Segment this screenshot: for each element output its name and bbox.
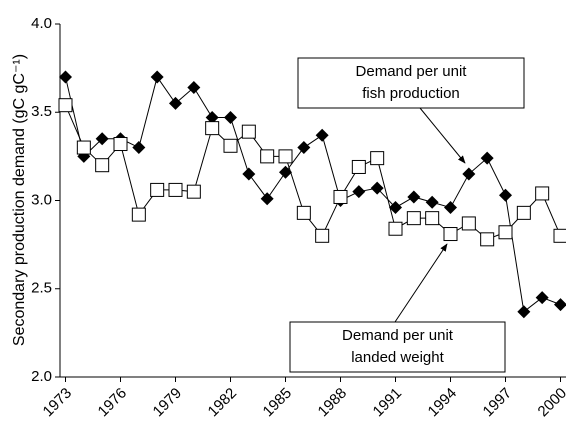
diamond-marker <box>499 188 512 202</box>
diamond-marker <box>169 96 182 110</box>
y-tick-label: 3.0 <box>31 191 52 208</box>
diamond-marker <box>59 70 72 84</box>
square-marker <box>535 186 550 201</box>
x-tick-label: 1994 <box>425 385 461 421</box>
diamond-marker <box>517 305 531 319</box>
annotation-arrow <box>419 107 466 164</box>
square-marker <box>168 182 183 197</box>
diamond-marker <box>187 81 201 95</box>
annotation-text: landed weight <box>351 349 444 366</box>
diamond-marker <box>462 167 476 181</box>
square-marker <box>223 138 238 153</box>
diamond-marker <box>297 141 311 155</box>
square-marker <box>76 140 91 155</box>
annotation-box <box>289 321 506 373</box>
square-marker <box>443 227 458 242</box>
y-axis-label: Secondary production demand (gC gC⁻¹) <box>11 54 28 346</box>
square-marker <box>553 228 566 243</box>
diamond-marker <box>132 141 146 155</box>
x-tick-label: 1985 <box>260 385 296 421</box>
square-marker <box>205 121 220 136</box>
x-tick-label: 1973 <box>40 385 76 421</box>
diamond-marker <box>444 201 457 215</box>
diamond-marker <box>260 192 274 206</box>
diamond-marker <box>425 195 439 209</box>
diamond-marker <box>205 111 219 125</box>
x-tick-label: 1976 <box>95 385 131 421</box>
series-line <box>65 75 561 313</box>
square-marker <box>186 184 201 199</box>
diamond-marker <box>389 201 402 215</box>
x-tick-label: 1991 <box>370 385 406 421</box>
y-tick-label: 2.0 <box>31 368 52 385</box>
square-marker <box>388 221 403 236</box>
square-marker <box>95 158 110 173</box>
square-marker <box>150 182 165 197</box>
y-tick-label: 4.0 <box>31 15 52 32</box>
square-marker <box>498 225 513 240</box>
x-tick-label: 2000 <box>535 385 566 421</box>
series-line <box>65 104 561 240</box>
diamond-marker <box>224 111 237 125</box>
square-marker <box>406 211 421 226</box>
square-marker <box>278 149 293 164</box>
diamond-marker <box>370 181 384 195</box>
square-marker <box>296 205 311 220</box>
x-tick-label: 1979 <box>150 385 186 421</box>
square-marker <box>315 228 330 243</box>
annotation-arrow <box>394 243 448 323</box>
square-marker <box>425 211 440 226</box>
diamond-marker <box>242 167 256 181</box>
square-marker <box>113 137 128 152</box>
annotation-text: fish production <box>362 85 460 102</box>
square-marker <box>516 205 531 220</box>
square-marker <box>241 124 256 139</box>
x-tick-label: 1982 <box>205 385 241 421</box>
square-marker <box>131 207 146 222</box>
diamond-marker <box>279 165 292 179</box>
diamond-marker <box>315 128 329 142</box>
square-marker <box>480 232 495 247</box>
square-marker <box>461 216 476 231</box>
annotation-text: Demand per unit <box>342 327 454 344</box>
y-tick-label: 3.5 <box>31 103 52 120</box>
diamond-marker <box>554 298 566 312</box>
square-marker <box>58 98 73 113</box>
diamond-marker <box>535 291 549 305</box>
diamond-marker <box>95 132 109 146</box>
diamond-marker <box>407 190 421 204</box>
square-marker <box>333 189 348 204</box>
annotation-text: Demand per unit <box>356 63 468 80</box>
diamond-marker <box>352 185 366 199</box>
square-marker <box>370 151 385 166</box>
x-tick-label: 1997 <box>480 385 516 421</box>
diamond-marker <box>150 70 164 84</box>
square-marker <box>351 159 366 174</box>
square-marker <box>260 149 275 164</box>
annotation-box <box>297 57 525 109</box>
y-tick-label: 2.5 <box>31 280 52 297</box>
x-tick-label: 1988 <box>315 385 351 421</box>
diamond-marker <box>480 151 494 165</box>
